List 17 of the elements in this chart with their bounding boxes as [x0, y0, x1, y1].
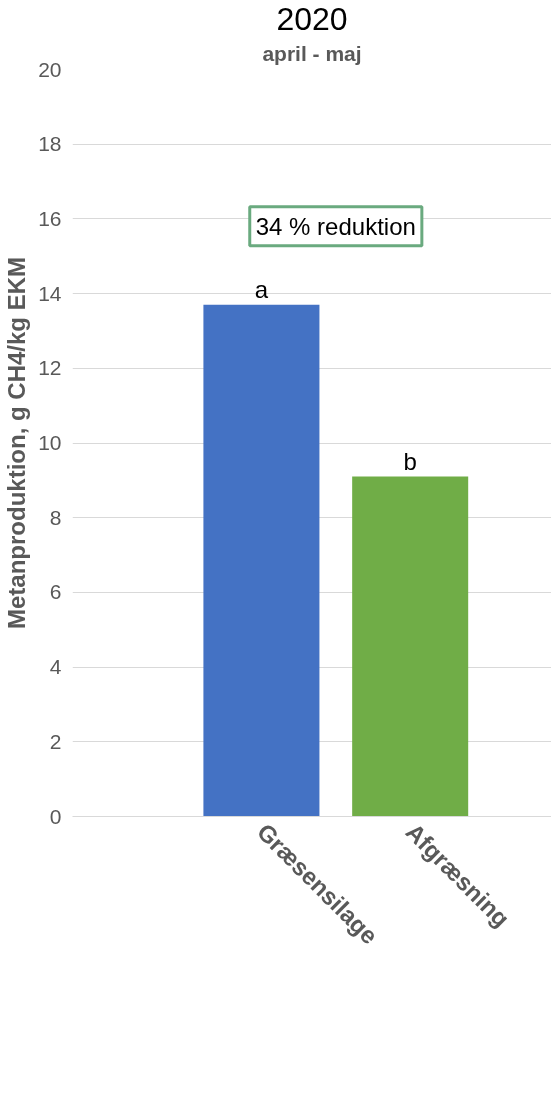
y-tick-label: 16 — [38, 206, 62, 230]
y-axis-title: Metanproduktion, g CH4/kg EKM — [3, 257, 31, 629]
y-tick-label: 14 — [38, 281, 62, 305]
annotation: a — [254, 275, 269, 303]
y-tick-label: 0 — [49, 804, 62, 828]
y-tick-label: 20 — [38, 57, 62, 81]
y-tick-label: 18 — [38, 132, 62, 156]
y-tick-label: 2 — [49, 729, 62, 753]
y-tick-label: 8 — [49, 505, 62, 529]
y-tick-label: 4 — [49, 655, 62, 679]
annotation: b — [403, 447, 417, 475]
y-tick-label: 12 — [38, 356, 62, 380]
chart-subtitle: april - maj — [262, 41, 362, 65]
chart-title: 2020 — [276, 0, 348, 37]
y-tick-label: 6 — [49, 580, 62, 604]
y-tick-label: 10 — [38, 431, 62, 454]
annotation: 34 % reduktion — [255, 212, 416, 240]
